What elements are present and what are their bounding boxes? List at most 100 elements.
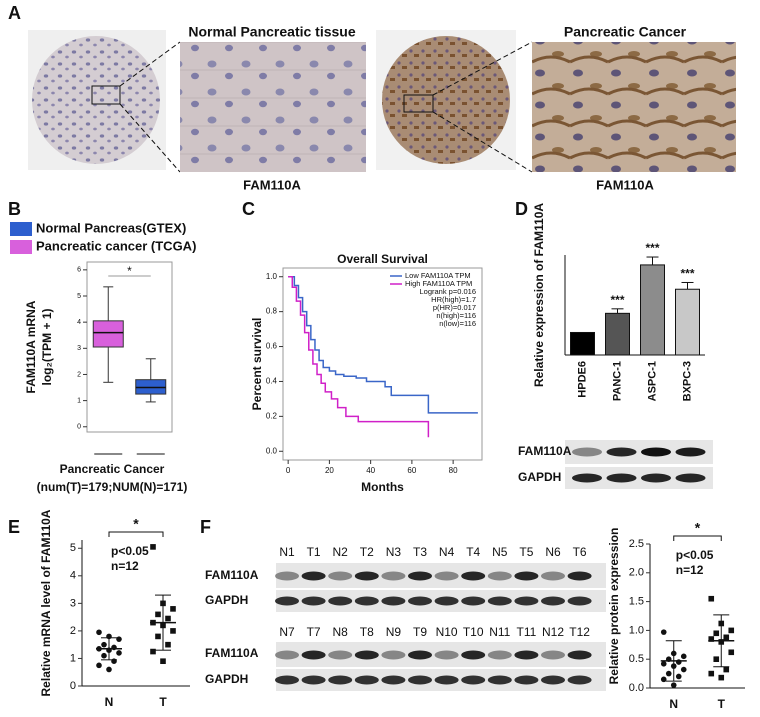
lane-label: N7 (279, 625, 295, 639)
bar (675, 288, 700, 356)
blot-band (301, 571, 326, 581)
blot-band (606, 447, 637, 457)
blot-band (381, 596, 406, 606)
significance: *** (645, 241, 659, 255)
y-tick-label: 0.4 (266, 377, 278, 386)
blot-band (567, 675, 592, 685)
blot-band (572, 473, 602, 483)
blot-band (675, 447, 706, 457)
blot-band (487, 596, 512, 606)
x-tick-label: T (159, 695, 167, 709)
data-point (165, 615, 171, 622)
data-point (116, 650, 122, 656)
y-tick-label: 0.5 (629, 653, 644, 665)
plot-frame (86, 261, 173, 433)
lane-label: N4 (439, 545, 455, 559)
lane-label: T12 (569, 625, 590, 639)
blot-row-label: GAPDH (205, 593, 248, 607)
blot-band (301, 650, 326, 660)
blot-band (381, 675, 406, 685)
blot-strip (565, 467, 713, 489)
significance: * (695, 520, 701, 536)
x-axis-label: Months (361, 480, 404, 494)
x-axis-label: Pancreatic Cancer (60, 462, 165, 476)
lane-label: N3 (386, 545, 402, 559)
data-point (660, 676, 667, 683)
blot-band (461, 650, 486, 660)
blot-band (541, 596, 565, 606)
blot-band (328, 596, 353, 606)
blot-band (434, 675, 459, 685)
y-tick-label: 3 (70, 597, 76, 609)
blot-band (675, 473, 706, 483)
blot-band (408, 675, 432, 685)
blot-band (275, 571, 299, 581)
significance-bracket (108, 531, 164, 537)
plot-frame (282, 267, 483, 461)
data-point (708, 595, 715, 602)
data-point (680, 666, 687, 673)
blot-band (487, 571, 512, 581)
tissue-core-normal (32, 36, 160, 164)
y-tick-label: 4 (77, 319, 81, 326)
blot-band (381, 650, 406, 660)
significance-bracket (673, 535, 722, 541)
y-axis-label: Relative expression of FAM110A (532, 203, 546, 387)
data-point (718, 674, 725, 681)
lane-label: N5 (492, 545, 508, 559)
data-point (665, 670, 672, 677)
blot-band (641, 447, 671, 457)
zoom-line (432, 111, 533, 173)
blot-band (434, 596, 459, 606)
y-tick-label: 6 (77, 267, 81, 274)
x-tick-label: T (718, 697, 726, 711)
image-caption: FAM110A (596, 177, 654, 192)
data-point (723, 634, 730, 641)
y-axis-label: Relative mRNA level of FAM110A (39, 509, 53, 696)
y-tick-label: 0.6 (266, 342, 278, 351)
blot-band (275, 650, 299, 660)
data-point (160, 658, 166, 665)
blot-band (354, 650, 379, 660)
blot-band (301, 596, 326, 606)
blot-band (514, 596, 539, 606)
image-title: Normal Pancreatic tissue (188, 24, 356, 40)
blot-band (381, 571, 406, 581)
lane-label: T6 (573, 545, 587, 559)
panel-label: E (8, 517, 20, 537)
data-point (708, 670, 715, 677)
annotation: n=12 (111, 559, 139, 573)
blot-row-label: FAM110A (518, 444, 572, 458)
zoom-line (432, 41, 533, 96)
lane-label: T11 (517, 625, 537, 639)
data-point (713, 656, 720, 662)
y-tick-label: 2 (70, 625, 76, 637)
blot-strip (276, 642, 606, 667)
zoom-line (119, 103, 181, 173)
data-point (680, 653, 687, 660)
data-point (728, 627, 735, 634)
lane-label: N8 (333, 625, 349, 639)
blot-band (461, 596, 486, 606)
data-point (165, 641, 171, 648)
legend-swatch (10, 222, 32, 236)
data-point (170, 628, 176, 634)
lane-label: T9 (413, 625, 427, 639)
y-axis-label: FAM110A mRNA (24, 300, 38, 393)
y-tick-label: 0.0 (629, 682, 644, 694)
legend-swatch (10, 240, 32, 254)
blot-strip (276, 563, 606, 588)
lane-label: N10 (436, 625, 458, 639)
y-tick-label: 3 (77, 345, 81, 352)
blot-band (354, 596, 379, 606)
chart-title: Overall Survival (337, 252, 428, 266)
blot-band (434, 650, 459, 660)
annotation: p(HR)=0.017 (433, 303, 476, 312)
image-title: Pancreatic Cancer (564, 24, 687, 40)
y-tick-label: 4 (70, 570, 76, 582)
x-tick-label: ASPC-1 (646, 361, 658, 401)
zoom-line (119, 41, 181, 87)
y-tick-label: 1.0 (266, 272, 278, 281)
x-tick-label: 20 (325, 466, 334, 475)
